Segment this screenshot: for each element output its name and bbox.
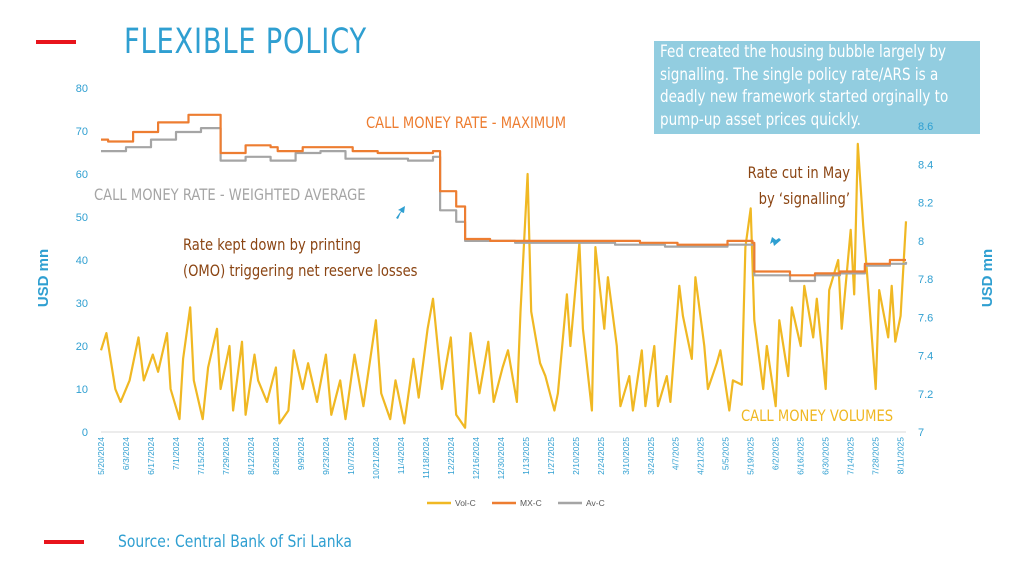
right-axis-tick-label: 7 [918, 427, 924, 439]
annotation-rate-kept-down-1: Rate kept down by printing [183, 236, 361, 255]
legend-label-vol-c: Vol-C [455, 498, 476, 508]
right-axis-tick-label: 7.8 [918, 274, 933, 286]
left-axis-title: USD mn [35, 249, 52, 307]
title-red-dash [36, 40, 76, 44]
right-axis-tick-label: 8.4 [918, 159, 933, 171]
note-line-1: Fed created the housing bubble largely b… [660, 42, 946, 61]
x-axis-tick-label: 6/17/2024 [146, 437, 156, 475]
left-axis-tick-label: 60 [76, 169, 88, 181]
right-axis-tick-label: 7.4 [918, 351, 933, 363]
x-axis-tick-label: 5/19/2025 [746, 437, 756, 475]
x-axis-tick-label: 9/23/2024 [321, 437, 331, 475]
x-axis-tick-label: 12/16/2024 [471, 437, 481, 480]
left-axis-tick-label: 20 [76, 341, 88, 353]
x-axis-tick-label: 7/29/2024 [221, 437, 231, 475]
right-axis-tick-label: 7.2 [918, 389, 933, 401]
x-axis-tick-label: 5/5/2025 [721, 437, 731, 470]
x-axis-tick-label: 11/4/2024 [396, 437, 406, 474]
page-title: FLEXIBLE POLICY [124, 22, 367, 62]
x-axis-tick-label: 2/10/2025 [571, 437, 581, 475]
x-axis-tick-label: 7/15/2024 [196, 437, 206, 475]
right-axis-tick-label: 8.2 [918, 198, 933, 210]
x-axis-tick-label: 3/24/2025 [646, 437, 656, 475]
right-axis-tick-label: 8.6 [918, 121, 933, 133]
left-axis-tick-label: 10 [76, 384, 88, 396]
x-axis-tick-label: 1/27/2025 [546, 437, 556, 475]
x-axis-tick-label: 2/24/2025 [596, 437, 606, 475]
annotation-call-money-max: CALL MONEY RATE - MAXIMUM [366, 114, 566, 133]
left-axis-tick-label: 70 [76, 126, 88, 138]
annotation-call-money-volumes: CALL MONEY VOLUMES [741, 407, 893, 426]
left-axis-tick-label: 30 [76, 298, 88, 310]
x-axis-tick-label: 7/1/2024 [171, 437, 181, 470]
left-axis-tick-label: 0 [82, 427, 88, 439]
note-line-3: deadly new framework started orginally t… [660, 87, 949, 106]
x-axis-tick-label: 6/3/2024 [121, 437, 131, 470]
left-axis-tick-label: 50 [76, 212, 88, 224]
series-line-vol-c [99, 142, 908, 429]
x-axis-tick-label: 8/12/2024 [246, 437, 256, 475]
annotation-rate-kept-down-2: (OMO) triggering net reserve losses [183, 262, 417, 281]
annotation-rate-cut-2: by ‘signalling’ [759, 190, 850, 209]
x-axis-tick-label: 11/18/2024 [421, 437, 431, 479]
x-axis-tick-label: 9/9/2024 [296, 437, 306, 470]
x-axis-tick-label: 8/11/2025 [896, 437, 906, 474]
x-axis-tick-label: 6/30/2025 [821, 437, 831, 475]
left-axis-tick-label: 40 [76, 255, 88, 267]
annotation-rate-cut-1: Rate cut in May [748, 164, 851, 183]
up-arrow-icon [396, 206, 405, 219]
commentary-note-box: Fed created the housing bubble largely b… [654, 41, 980, 134]
down-arrow-icon [770, 237, 781, 246]
source-red-dash [44, 540, 84, 544]
x-axis-tick-label: 12/2/2024 [446, 437, 456, 475]
x-axis-tick-label: 7/14/2025 [846, 437, 856, 475]
source-note: Source: Central Bank of Sri Lanka [118, 532, 352, 552]
x-axis-tick-label: 4/21/2025 [696, 437, 706, 475]
note-line-4: pump-up asset prices quickly. [660, 109, 861, 129]
left-axis-tick-label: 80 [76, 83, 88, 95]
legend-label-mx-c: MX-C [520, 498, 542, 508]
right-axis-tick-label: 8 [918, 236, 924, 248]
x-axis-tick-label: 5/20/2024 [96, 437, 106, 475]
x-axis-tick-label: 1/13/2025 [521, 437, 531, 475]
right-axis-title: USD mn [979, 249, 996, 307]
x-axis-tick-label: 10/21/2024 [371, 437, 381, 480]
x-axis-tick-label: 10/7/2024 [346, 437, 356, 475]
note-line-2: signalling. The single policy rate/ARS i… [660, 64, 939, 84]
x-axis-tick-label: 4/7/2025 [671, 437, 681, 470]
x-axis-tick-label: 12/30/2024 [496, 437, 506, 480]
x-axis-tick-label: 7/28/2025 [871, 437, 881, 475]
legend-label-av-c: Av-C [586, 498, 605, 508]
x-axis-tick-label: 6/16/2025 [796, 437, 806, 475]
x-axis-tick-label: 6/2/2025 [771, 437, 781, 470]
x-axis-tick-label: 8/26/2024 [271, 437, 281, 475]
annotation-call-money-avg: CALL MONEY RATE - WEIGHTED AVERAGE [94, 186, 366, 205]
series-line-mx-c [101, 113, 906, 277]
x-axis-tick-label: 3/10/2025 [621, 437, 631, 475]
right-axis-tick-label: 7.6 [918, 312, 933, 324]
